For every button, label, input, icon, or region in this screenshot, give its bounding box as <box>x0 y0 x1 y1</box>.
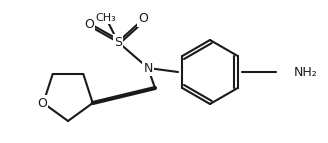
Text: NH₂: NH₂ <box>294 65 318 79</box>
Text: O: O <box>138 12 148 25</box>
Text: S: S <box>114 35 122 48</box>
Text: O: O <box>37 97 47 110</box>
Text: N: N <box>143 61 153 75</box>
Text: O: O <box>84 18 94 31</box>
Text: CH₃: CH₃ <box>96 13 116 23</box>
